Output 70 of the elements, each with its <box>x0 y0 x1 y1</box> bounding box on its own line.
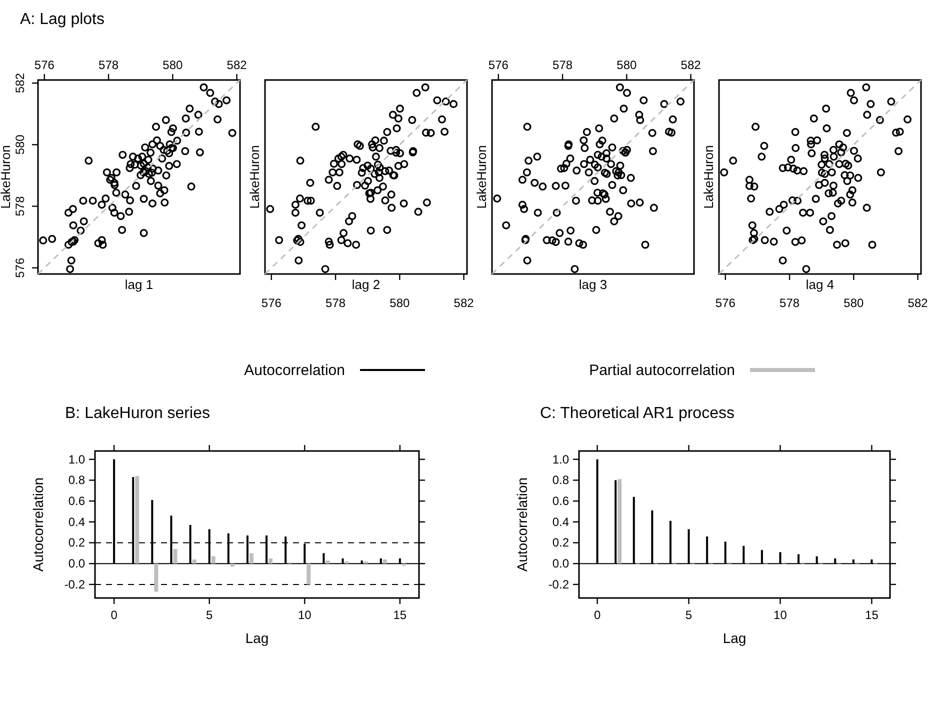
bar <box>135 476 140 564</box>
y-tick-label: 1.0 <box>552 452 570 466</box>
y-tick-label: 0.0 <box>68 556 86 571</box>
y-axis-title: LakeHuron <box>474 145 489 209</box>
x-tick-label: 580 <box>390 296 410 310</box>
x-tick-label: 576 <box>261 296 282 310</box>
x2-tick-label: 582 <box>226 58 248 72</box>
x2-tick-label: 576 <box>488 58 509 72</box>
y-tick-label: 576 <box>13 258 27 278</box>
y-tick-label: 0.6 <box>552 494 570 508</box>
x-axis-title: lag 4 <box>806 277 834 292</box>
bar <box>192 559 196 564</box>
bar <box>230 564 234 567</box>
y-tick-label: 0.4 <box>68 514 86 529</box>
chart-title: B: LakeHuron series <box>65 405 210 422</box>
x-tick-label: 580 <box>844 296 864 310</box>
y-tick-label: 580 <box>13 134 27 155</box>
legend-label: Autocorrelation <box>244 362 345 379</box>
x-tick-label: 15 <box>393 608 407 622</box>
x-axis-title: Lag <box>245 630 269 646</box>
bar <box>154 564 158 592</box>
x-tick-label: 582 <box>454 296 474 310</box>
x-tick-label: 10 <box>298 608 312 622</box>
y-axis-title: Autocorrelation <box>30 477 46 572</box>
x-tick-label: 10 <box>774 608 788 622</box>
y-tick-label: 582 <box>13 72 27 94</box>
y-tick-label: 578 <box>13 196 27 216</box>
x2-tick-label: 580 <box>162 58 183 72</box>
bar <box>326 560 330 564</box>
x2-tick-label: 582 <box>680 58 702 72</box>
x2-tick-label: 578 <box>98 58 119 72</box>
x-axis-title: lag 2 <box>352 277 380 292</box>
x-axis-title: Lag <box>722 630 746 646</box>
x-tick-label: 0 <box>594 608 601 622</box>
y-axis-title: LakeHuron <box>0 145 13 209</box>
y-axis-title: LakeHuron <box>701 145 716 209</box>
bar <box>382 559 387 564</box>
x-axis-title: lag 3 <box>578 277 608 292</box>
y-tick-label: 0.6 <box>68 494 86 508</box>
x-tick-label: 578 <box>780 296 800 310</box>
x-tick-label: 578 <box>326 296 346 310</box>
y-tick-label: -0.2 <box>548 577 570 592</box>
bar <box>268 558 273 564</box>
x2-tick-label: 580 <box>616 58 637 72</box>
y-tick-label: 1.0 <box>68 452 86 466</box>
chart-title: A: Lag plots <box>20 11 104 28</box>
x-tick-label: 582 <box>908 296 928 310</box>
x-axis-title: lag 1 <box>124 277 154 292</box>
bar <box>306 564 311 584</box>
y-tick-label: 0.2 <box>552 536 570 550</box>
x-tick-label: 5 <box>685 608 692 622</box>
bar <box>211 556 216 564</box>
bar <box>173 549 178 564</box>
y-tick-label: 0.8 <box>552 473 570 488</box>
bar <box>249 553 254 564</box>
chart-title: C: Theoretical AR1 process <box>540 405 734 422</box>
y-tick-label: 0.0 <box>552 556 570 571</box>
y-tick-label: 0.2 <box>68 536 86 550</box>
y-tick-label: 0.8 <box>68 473 86 488</box>
x-tick-label: 15 <box>865 608 879 622</box>
x-tick-label: 576 <box>715 296 736 310</box>
x-tick-label: 0 <box>110 608 118 622</box>
y-tick-label: -0.2 <box>64 577 86 592</box>
x2-tick-label: 576 <box>34 58 55 72</box>
y-axis-title: Autocorrelation <box>514 477 530 572</box>
y-axis-title: LakeHuron <box>247 145 262 209</box>
x-tick-label: 5 <box>206 608 214 622</box>
legend-label: Partial autocorrelation <box>589 362 735 379</box>
y-tick-label: 0.4 <box>552 514 570 529</box>
bar <box>618 479 622 564</box>
